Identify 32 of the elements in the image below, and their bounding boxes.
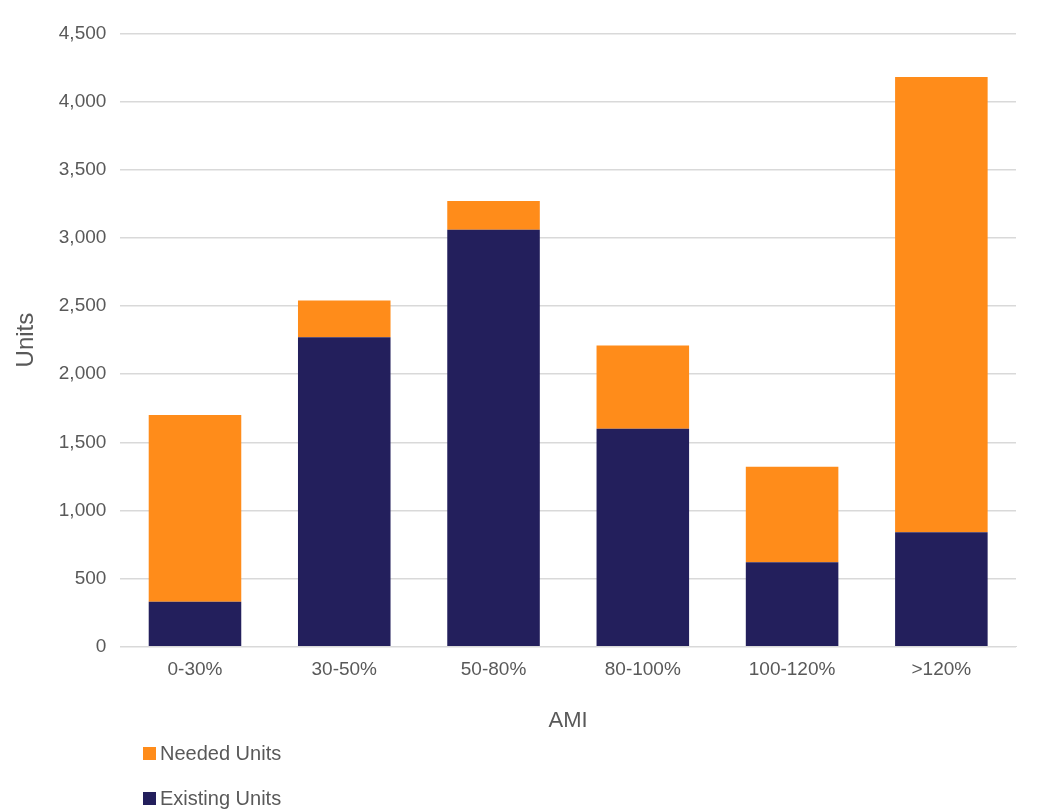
- y-tick-label: 1,500: [58, 430, 107, 452]
- bar: [297, 337, 391, 647]
- x-tick-label: 80-100%: [604, 658, 681, 680]
- legend-label: Needed Units: [160, 742, 282, 765]
- bar: [447, 201, 540, 230]
- legend-label: Existing Units: [160, 787, 282, 810]
- y-tick-label: 1,000: [58, 498, 107, 520]
- bar: [447, 229, 540, 647]
- bar: [745, 466, 839, 563]
- bar: [596, 428, 690, 647]
- x-tick-label: 30-50%: [311, 658, 378, 680]
- y-tick-label: 4,500: [58, 21, 107, 43]
- bar: [148, 601, 242, 647]
- x-tick-label: >120%: [911, 658, 972, 680]
- bar: [745, 562, 839, 647]
- y-axis-title: Units: [11, 312, 39, 368]
- bar: [895, 77, 988, 533]
- bar: [297, 300, 391, 338]
- y-tick-label: 4,000: [58, 89, 107, 111]
- x-tick-label: 100-120%: [748, 658, 836, 680]
- bar: [148, 415, 242, 602]
- x-axis-title: AMI: [548, 706, 588, 732]
- y-tick-label: 3,500: [58, 157, 107, 179]
- y-tick-label: 500: [74, 566, 107, 588]
- y-tick-label: 2,500: [58, 294, 107, 316]
- x-tick-label: 0-30%: [167, 658, 223, 680]
- bar: [596, 345, 690, 429]
- y-tick-label: 0: [95, 635, 107, 657]
- y-tick-label: 2,000: [58, 362, 107, 384]
- y-tick-label: 3,000: [58, 226, 107, 248]
- bar: [895, 532, 988, 647]
- x-tick-label: 50-80%: [460, 658, 527, 680]
